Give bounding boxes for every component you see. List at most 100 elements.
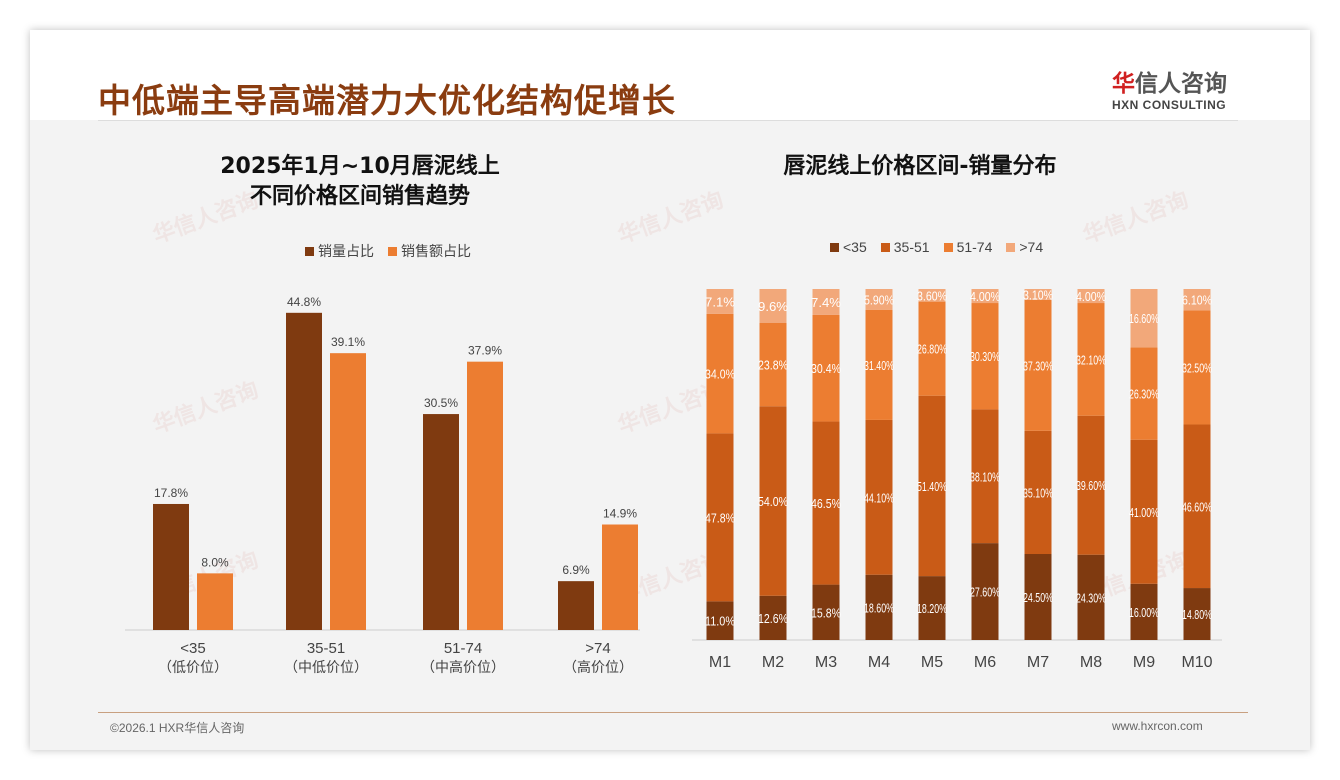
stacked-bar-M5-seg3 — [918, 289, 946, 302]
stacked-bar-M4-seg0 — [865, 574, 893, 640]
x-tick-label: M2 — [762, 654, 784, 671]
x-tick-label: M1 — [709, 654, 731, 671]
x-tick-label: >74 — [585, 640, 610, 657]
divider — [98, 120, 1238, 121]
stacked-bar-M7-seg0 — [1024, 554, 1052, 640]
segment-label: 27.60% — [970, 585, 1000, 600]
x-tick-label: M9 — [1133, 654, 1155, 671]
stacked-bar-M10-seg1 — [1183, 424, 1211, 589]
stacked-bar-M6-seg1 — [971, 409, 999, 544]
segment-label: 37.30% — [1023, 358, 1053, 373]
x-tick-label: M6 — [974, 654, 996, 671]
x-tick-label: 51-74 — [444, 640, 482, 657]
segment-label: 16.60% — [1129, 311, 1159, 326]
segment-label: 5.90% — [864, 292, 894, 307]
segment-label: 46.5% — [811, 496, 841, 511]
segment-label: 35.10% — [1023, 485, 1053, 500]
segment-label: 12.6% — [758, 611, 788, 626]
stacked-bar-M10-seg2 — [1183, 310, 1211, 425]
stacked-bar-M10-seg0 — [1183, 588, 1211, 640]
segment-label: 47.8% — [705, 510, 735, 525]
stacked-bar-M7-seg3 — [1024, 289, 1052, 300]
stacked-bar-M9-seg0 — [1130, 583, 1158, 640]
segment-label: 30.4% — [811, 361, 841, 376]
segment-label: 24.30% — [1076, 590, 1106, 605]
x-tick-sublabel: （中高价位） — [421, 659, 505, 675]
x-tick-label: M5 — [921, 654, 943, 671]
segment-label: 7.1% — [705, 294, 735, 309]
x-tick-label: M4 — [868, 654, 890, 671]
footer-divider — [98, 712, 1248, 713]
legend-item: 35-51 — [880, 239, 930, 255]
stacked-bar-M8-seg1 — [1077, 415, 1105, 555]
legend-item: 销量占比 — [305, 241, 374, 261]
copyright: ©2026.1 HXR华信人咨询 — [110, 721, 245, 735]
stacked-bar-M8-seg2 — [1077, 303, 1105, 416]
stacked-bar-M3-seg0 — [812, 584, 840, 640]
stacked-bar-M1-seg2 — [706, 313, 734, 434]
stacked-bar-M6-seg2 — [971, 303, 999, 410]
x-tick-label: M8 — [1080, 654, 1102, 671]
stacked-bar-M3-seg3 — [812, 289, 840, 315]
data-label: 37.9% — [468, 344, 502, 358]
stacked-bar-M5-seg2 — [918, 301, 946, 396]
segment-label: 41.00% — [1129, 505, 1159, 520]
segment-label: 34.0% — [705, 367, 735, 382]
stacked-bar-M7-seg2 — [1024, 299, 1052, 431]
segment-label: 14.80% — [1182, 607, 1212, 622]
right-legend: <35 35-51 51-74 >74 — [830, 239, 1043, 255]
segment-label: 23.8% — [758, 357, 788, 372]
left-chart-title-line2: 不同价格区间销售趋势 — [249, 184, 470, 209]
x-tick-label: M7 — [1027, 654, 1049, 671]
segment-label: 54.0% — [758, 494, 788, 509]
stacked-bar-M10-seg3 — [1183, 289, 1211, 311]
segment-label: 30.30% — [970, 349, 1000, 364]
right-chart-title: 唇泥线上价格区间-销量分布 — [783, 154, 1057, 179]
data-label: 8.0% — [201, 555, 229, 569]
stacked-bar-M2-seg2 — [759, 322, 787, 407]
segment-label: 16.00% — [1129, 605, 1159, 620]
stacked-bar-M3-seg2 — [812, 314, 840, 422]
segment-label: 26.80% — [917, 342, 947, 357]
stacked-bar-M7-seg1 — [1024, 430, 1052, 555]
left-chart-title-line1: 2025年1月~10月唇泥线上 — [220, 154, 500, 179]
stacked-bar-M9-seg3 — [1130, 289, 1158, 348]
stacked-bar-M4-seg1 — [865, 419, 893, 575]
bar-sales-3 — [602, 524, 638, 630]
logo-en: HXN CONSULTING — [1112, 98, 1227, 112]
legend-item: >74 — [1006, 239, 1043, 255]
stacked-bar-M1-seg3 — [706, 289, 734, 314]
x-tick-label: M3 — [815, 654, 837, 671]
stacked-bar-M2-seg1 — [759, 406, 787, 596]
bar-volume-2 — [423, 414, 459, 630]
segment-label: 38.10% — [970, 469, 1000, 484]
segment-label: 32.10% — [1076, 352, 1106, 367]
logo-cn: 华信人咨询 — [1112, 71, 1227, 97]
legend-item: 51-74 — [943, 239, 992, 255]
x-tick-label: M10 — [1181, 654, 1212, 671]
segment-label: 3.10% — [1023, 287, 1053, 302]
x-tick-label: <35 — [180, 640, 205, 657]
segment-label: 46.60% — [1182, 499, 1212, 514]
stacked-bar-M6-seg0 — [971, 543, 999, 640]
segment-label: 4.00% — [970, 289, 1000, 304]
x-tick-label: 35-51 — [307, 640, 345, 657]
left-legend: 销量占比 销售额占比 — [305, 241, 471, 261]
legend-item: 销售额占比 — [388, 241, 471, 261]
segment-label: 9.6% — [758, 299, 788, 314]
bar-volume-3 — [558, 581, 594, 630]
stacked-bar-M1-seg0 — [706, 601, 734, 640]
stacked-bar-M9-seg1 — [1130, 439, 1158, 584]
segment-label: 18.60% — [864, 600, 894, 615]
stacked-bar-M8-seg0 — [1077, 554, 1105, 640]
data-label: 6.9% — [562, 563, 590, 577]
bar-sales-2 — [467, 361, 503, 630]
x-tick-sublabel: （高价位） — [563, 659, 633, 675]
segment-label: 11.0% — [705, 614, 735, 629]
stacked-bar-M9-seg2 — [1130, 347, 1158, 440]
stacked-bar-M4-seg3 — [865, 289, 893, 310]
segment-label: 24.50% — [1023, 590, 1053, 605]
stacked-bar-M1-seg1 — [706, 433, 734, 602]
stacked-bar-M2-seg0 — [759, 595, 787, 640]
data-label: 44.8% — [287, 295, 321, 309]
